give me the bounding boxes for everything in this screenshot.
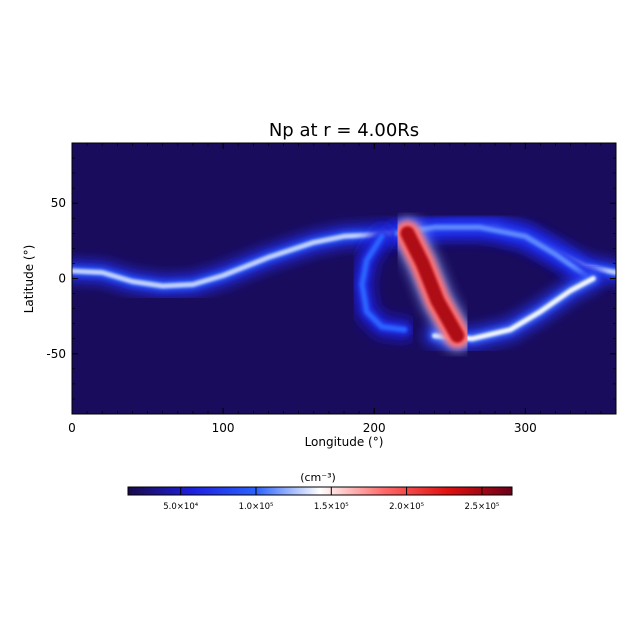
colorbar-ticks: 5.0×10⁴ 1.0×10⁵ 1.5×10⁵ 2.0×10⁵ 2.5×10⁵ — [163, 487, 499, 512]
x-axis-label: Longitude (°) — [305, 435, 384, 449]
colorbar-tick-label: 1.5×10⁵ — [314, 502, 349, 512]
dense-diagonal-sheet-core — [400, 226, 465, 343]
x-tick-label: 300 — [514, 421, 537, 435]
colorbar-tick-label: 2.5×10⁵ — [464, 502, 499, 512]
loop-upper-edge-core — [394, 224, 589, 278]
x-tick-label: 200 — [363, 421, 386, 435]
colorbar-tick-label: 5.0×10⁴ — [163, 502, 198, 512]
loop-upper-edge — [385, 216, 597, 287]
x-axis-ticks: 0 100 200 300 — [68, 143, 617, 435]
colorbar-tick-label: 1.0×10⁵ — [239, 502, 274, 512]
colorbar-tick-label: 2.0×10⁵ — [389, 502, 424, 512]
x-tick-label: 0 — [68, 421, 76, 435]
western-arc-core — [359, 233, 407, 333]
chart-title: Np at r = 4.00Rs — [269, 120, 419, 141]
western-arc — [351, 225, 416, 341]
y-axis-label: Latitude (°) — [22, 245, 36, 314]
x-tick-label: 100 — [212, 421, 235, 435]
y-axis-ticks: -50 0 50 — [46, 142, 616, 415]
heatmap-plot — [72, 143, 616, 414]
colorbar-label: (cm⁻³) — [300, 471, 336, 484]
dense-diagonal-sheet — [392, 218, 473, 351]
y-tick-label: -50 — [46, 347, 66, 361]
y-tick-label: 50 — [51, 196, 66, 210]
y-tick-label: 0 — [58, 272, 66, 286]
colorbar — [127, 486, 513, 496]
